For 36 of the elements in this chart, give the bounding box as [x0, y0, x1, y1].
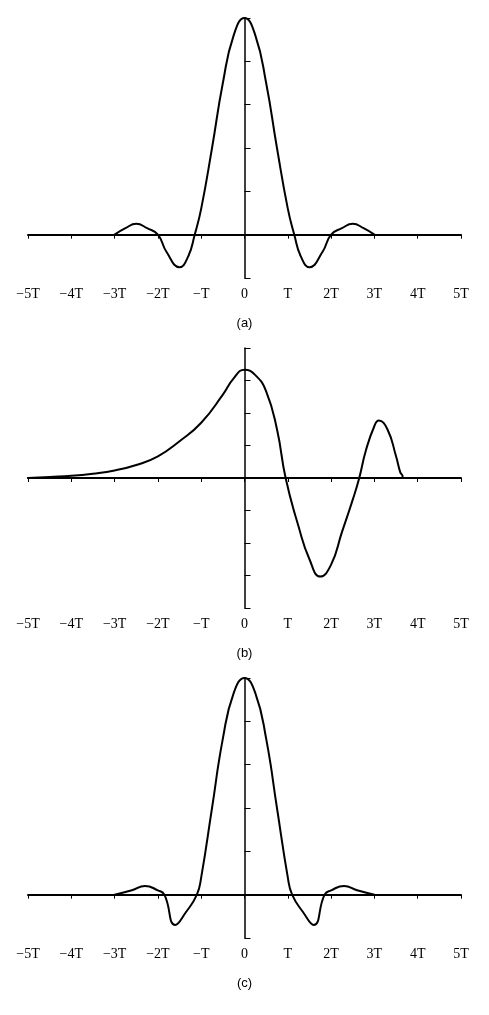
x-tick-label: 3T [366, 615, 383, 631]
x-tick-label: 2T [323, 945, 340, 961]
x-axis-title: (a) [236, 315, 253, 330]
x-tick-label: −3T [102, 945, 127, 961]
x-tick-label: 0 [241, 615, 248, 631]
x-tick-label: 0 [241, 945, 248, 961]
x-tick-label: −5T [16, 285, 41, 301]
x-tick-label: −3T [102, 615, 127, 631]
x-tick-label: T [283, 945, 293, 961]
x-tick-label: −5T [16, 615, 41, 631]
x-tick-label: 2T [323, 615, 340, 631]
x-tick-label: 4T [409, 285, 426, 301]
x-tick-label: −T [192, 945, 210, 961]
x-tick-label: −4T [59, 615, 84, 631]
x-axis-title: (b) [236, 645, 253, 660]
x-tick-label: 5T [453, 285, 470, 301]
x-tick-label: −T [192, 285, 210, 301]
x-tick-label: −3T [102, 285, 127, 301]
x-tick-label: −5T [16, 945, 41, 961]
x-tick-label: −2T [146, 615, 171, 631]
x-tick-label: T [283, 615, 293, 631]
x-tick-label: T [283, 285, 293, 301]
x-tick-label: −T [192, 615, 210, 631]
x-tick-label: −2T [146, 285, 171, 301]
x-tick-label: −2T [146, 945, 171, 961]
x-tick-label: 5T [453, 615, 470, 631]
x-tick-label: 0 [241, 285, 248, 301]
x-tick-label: 4T [409, 615, 426, 631]
x-tick-label: 2T [323, 285, 340, 301]
x-tick-label: 3T [366, 945, 383, 961]
x-tick-label: −4T [59, 945, 84, 961]
x-tick-label: −4T [59, 285, 84, 301]
x-tick-label: 5T [453, 945, 470, 961]
x-tick-label: 3T [366, 285, 383, 301]
x-axis-title: (c) [236, 975, 253, 990]
x-tick-label: 4T [409, 945, 426, 961]
